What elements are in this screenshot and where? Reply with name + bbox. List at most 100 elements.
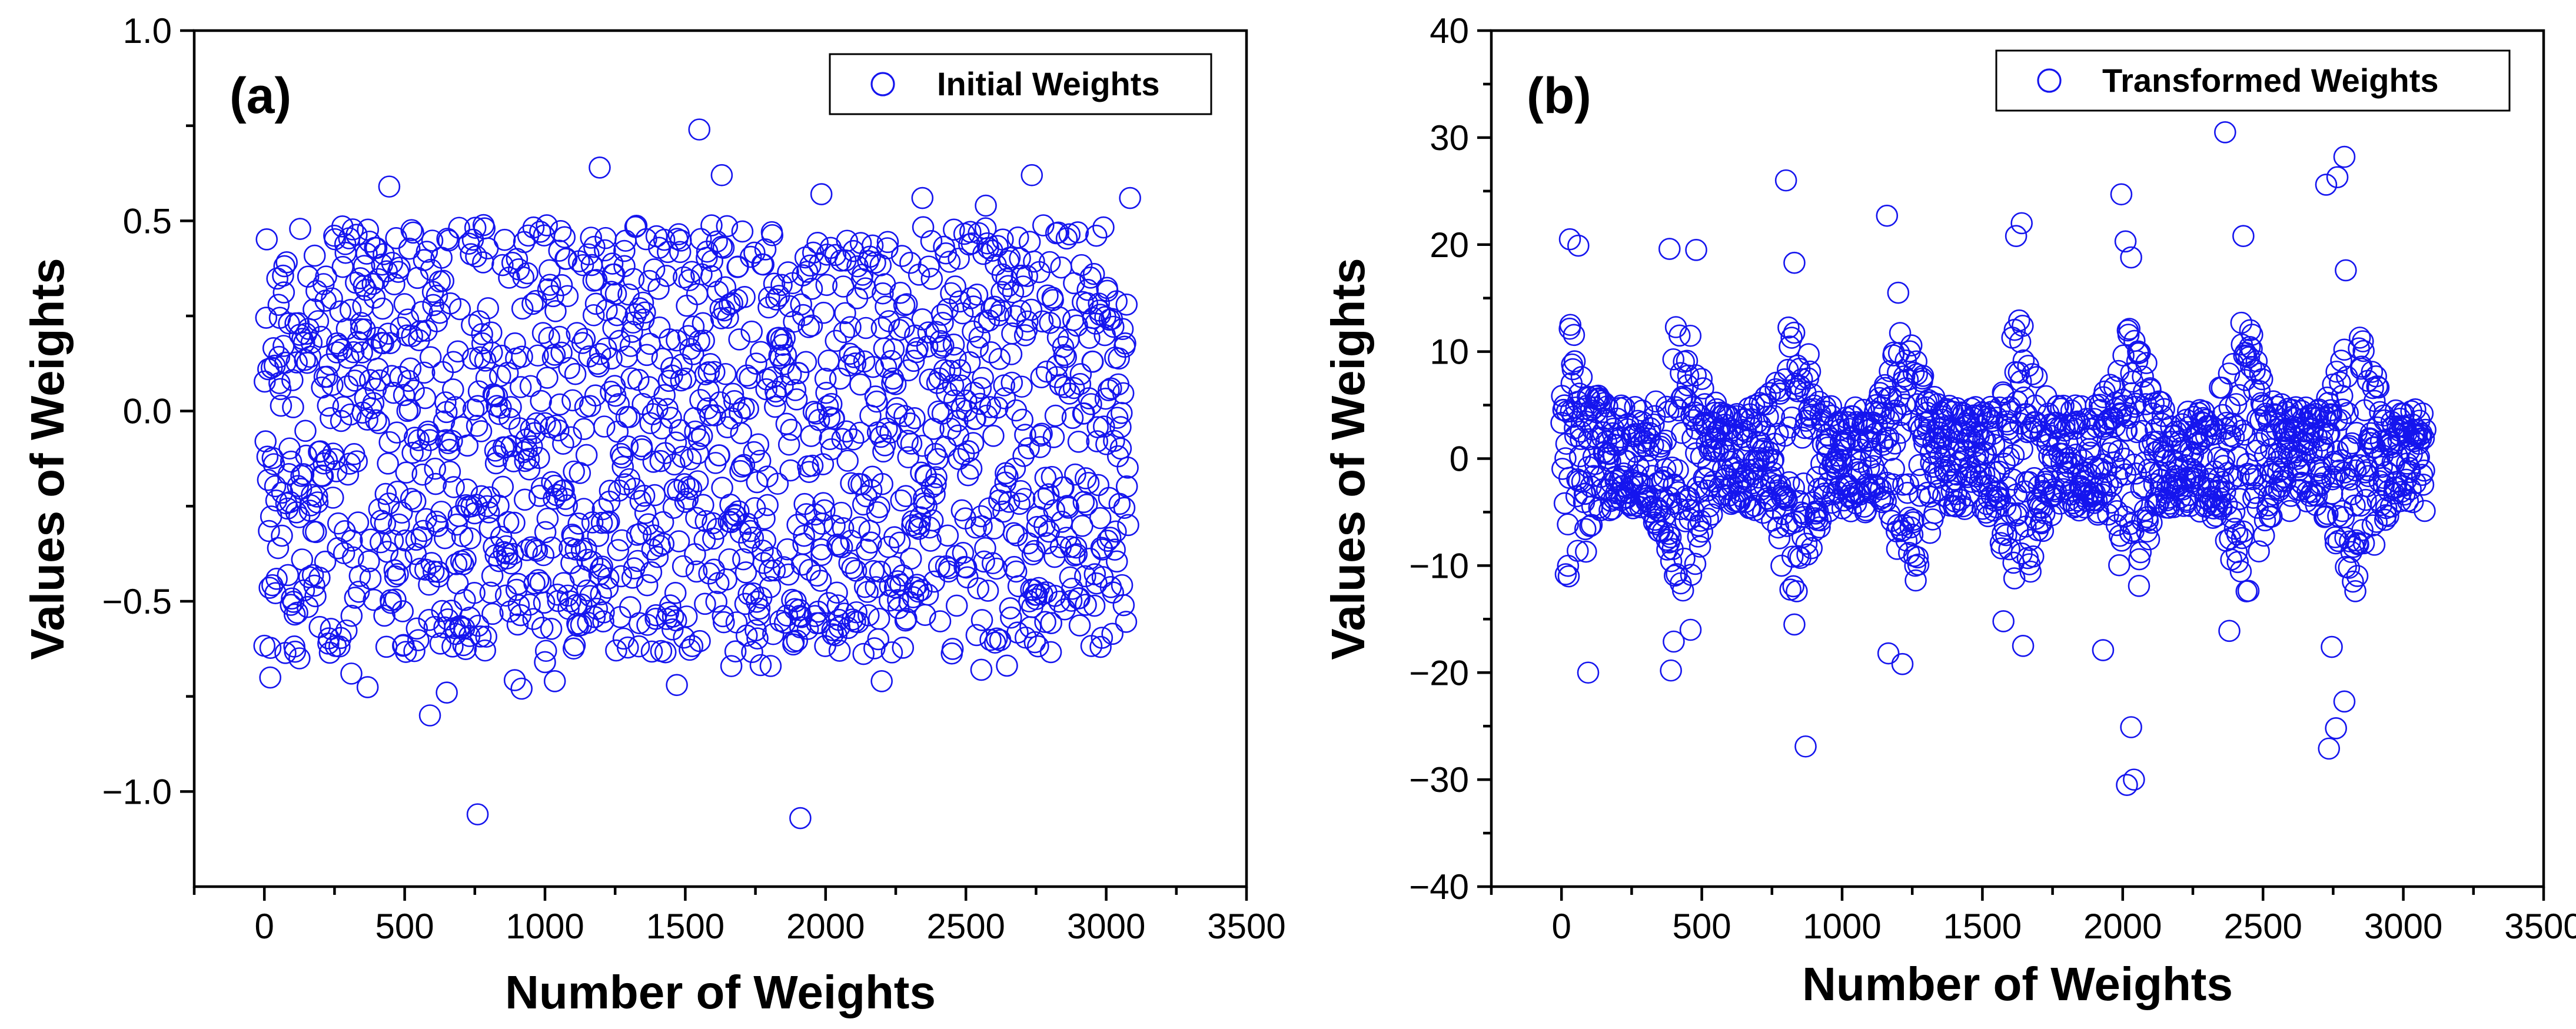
data-point bbox=[2135, 352, 2158, 374]
data-point bbox=[600, 381, 622, 403]
data-point bbox=[452, 553, 474, 575]
data-point bbox=[285, 351, 308, 374]
data-point bbox=[825, 329, 847, 352]
data-point bbox=[1927, 467, 1949, 489]
data-point bbox=[471, 323, 493, 345]
data-point bbox=[1872, 434, 1894, 456]
data-point bbox=[996, 465, 1019, 488]
data-point bbox=[403, 379, 425, 402]
data-point bbox=[1688, 535, 1711, 558]
data-point bbox=[1106, 407, 1129, 429]
data-point bbox=[1874, 489, 1897, 512]
data-point bbox=[383, 559, 406, 582]
data-point bbox=[2338, 557, 2361, 579]
data-point bbox=[2007, 502, 2029, 525]
outlier-point bbox=[2218, 620, 2241, 642]
x-tick-label: 2000 bbox=[786, 907, 865, 946]
data-point bbox=[1105, 520, 1127, 543]
data-point bbox=[520, 418, 542, 441]
data-point bbox=[2230, 311, 2253, 334]
data-point bbox=[754, 238, 777, 261]
data-point bbox=[906, 337, 929, 359]
data-point bbox=[1800, 537, 1823, 560]
data-point bbox=[387, 563, 409, 585]
data-point bbox=[356, 408, 378, 431]
data-point bbox=[354, 318, 376, 341]
data-point bbox=[986, 235, 1009, 258]
data-point bbox=[872, 282, 894, 305]
outlier-point bbox=[1783, 251, 1806, 274]
data-point bbox=[1101, 622, 1124, 645]
data-point bbox=[374, 482, 397, 505]
data-point bbox=[763, 559, 786, 582]
data-point bbox=[749, 654, 772, 677]
data-point bbox=[527, 569, 550, 591]
data-point bbox=[397, 308, 420, 331]
data-point bbox=[1763, 405, 1786, 428]
data-point bbox=[1111, 574, 1134, 597]
data-point bbox=[1884, 432, 1906, 455]
data-point bbox=[889, 281, 912, 304]
data-point bbox=[1554, 563, 1577, 585]
data-point bbox=[1557, 565, 1580, 588]
data-point bbox=[939, 359, 962, 382]
data-point bbox=[673, 626, 695, 649]
data-point bbox=[637, 513, 660, 535]
data-point bbox=[1879, 439, 1902, 461]
data-point bbox=[259, 637, 282, 660]
data-point bbox=[2231, 527, 2253, 550]
data-point bbox=[538, 259, 561, 282]
data-point bbox=[363, 588, 385, 611]
data-point bbox=[2021, 363, 2044, 385]
data-point bbox=[1074, 565, 1096, 588]
data-point bbox=[819, 237, 842, 259]
data-point bbox=[775, 412, 798, 435]
outlier-point bbox=[340, 662, 363, 685]
data-point bbox=[640, 561, 663, 584]
data-point bbox=[890, 245, 913, 267]
data-point bbox=[386, 480, 409, 503]
data-point bbox=[466, 414, 488, 437]
outlier-point bbox=[1660, 659, 1682, 682]
data-point bbox=[797, 461, 820, 483]
data-point bbox=[1042, 426, 1065, 448]
data-point bbox=[2339, 530, 2361, 553]
data-point bbox=[763, 272, 786, 295]
data-point bbox=[527, 344, 549, 367]
outlier-point bbox=[1021, 164, 1043, 187]
data-point bbox=[597, 567, 620, 590]
data-point bbox=[2115, 419, 2138, 442]
data-point bbox=[657, 369, 680, 392]
data-point bbox=[368, 412, 390, 434]
data-point bbox=[404, 490, 427, 512]
data-point bbox=[306, 491, 329, 514]
data-point bbox=[625, 215, 648, 237]
outlier-point bbox=[2318, 737, 2341, 760]
data-point bbox=[812, 301, 835, 324]
data-point bbox=[458, 607, 481, 629]
data-point bbox=[2076, 428, 2099, 450]
data-point bbox=[325, 460, 348, 482]
data-point bbox=[348, 364, 370, 387]
data-point bbox=[815, 274, 838, 297]
data-point bbox=[2110, 458, 2133, 480]
data-point bbox=[1796, 543, 1819, 566]
data-point bbox=[491, 475, 514, 498]
data-point bbox=[634, 301, 656, 324]
data-point bbox=[321, 374, 344, 397]
legend-label-b: Transformed Weights bbox=[2102, 62, 2439, 99]
data-point bbox=[1983, 434, 2006, 456]
data-point bbox=[2243, 359, 2266, 382]
data-point bbox=[2226, 551, 2249, 574]
data-point bbox=[2333, 338, 2356, 361]
data-point bbox=[381, 530, 404, 552]
data-point bbox=[2236, 452, 2259, 475]
data-point bbox=[2351, 519, 2374, 541]
outlier-point bbox=[466, 803, 489, 825]
data-point bbox=[2414, 499, 2436, 522]
data-point bbox=[1783, 321, 1806, 344]
data-point bbox=[787, 362, 810, 384]
data-point bbox=[839, 316, 862, 338]
data-point bbox=[702, 527, 724, 550]
data-point bbox=[860, 531, 882, 554]
